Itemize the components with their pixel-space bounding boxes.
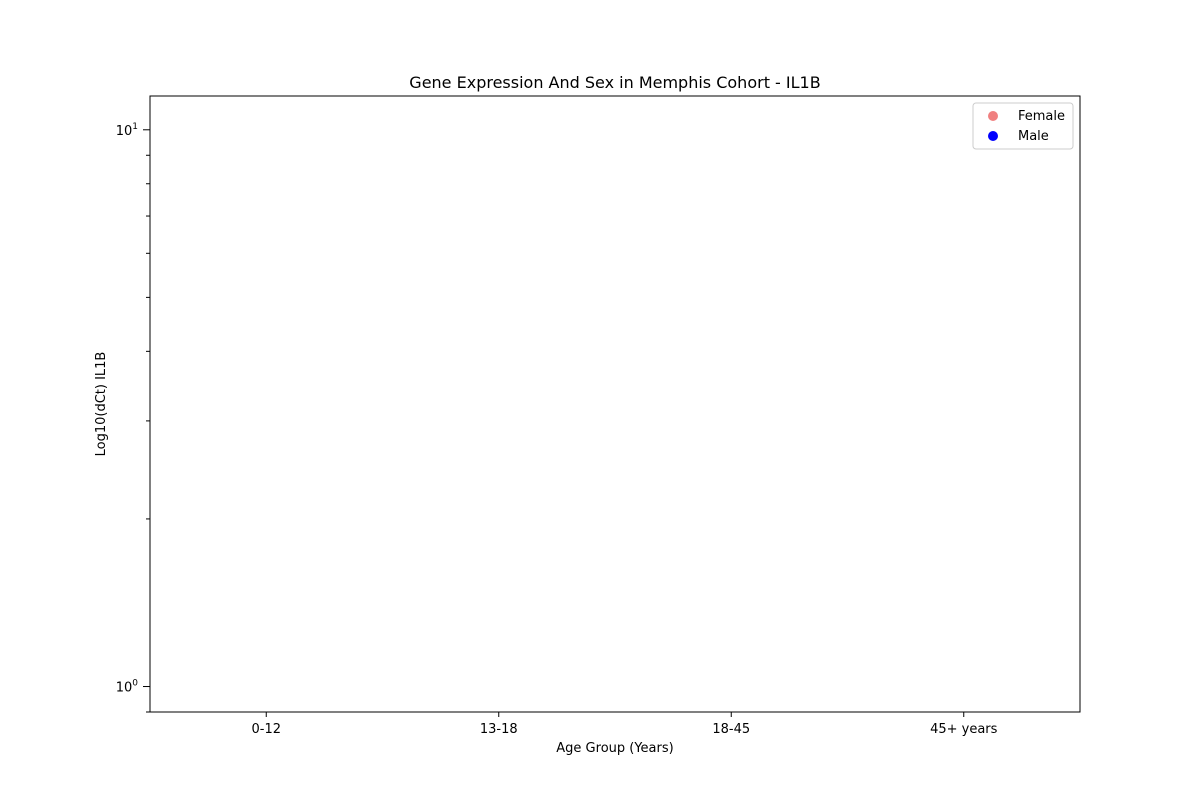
x-axis-ticks: 0-12 13-18 18-45 45+ years [251,712,998,737]
y-tick-label: 100 [116,679,139,696]
chart-title: Gene Expression And Sex in Memphis Cohor… [409,73,820,92]
legend-frame [972,102,1074,150]
y-axis-label: Log10(dCt) IL1B [94,352,109,457]
legend: Female Male [972,102,1074,150]
legend-marker-female [988,111,998,121]
legend-label-male: Male [1018,129,1049,144]
legend-label-female: Female [1018,109,1065,124]
x-tick-label: 0-12 [251,722,281,737]
y-tick-label: 101 [116,122,138,139]
x-axis-label: Age Group (Years) [556,741,673,756]
x-tick-label: 45+ years [930,722,998,737]
legend-marker-male [988,131,998,141]
y-axis-ticks: 100 101 [116,122,150,713]
x-tick-label: 18-45 [712,722,750,737]
x-tick-label: 13-18 [480,722,518,737]
plot-area [149,95,1081,713]
